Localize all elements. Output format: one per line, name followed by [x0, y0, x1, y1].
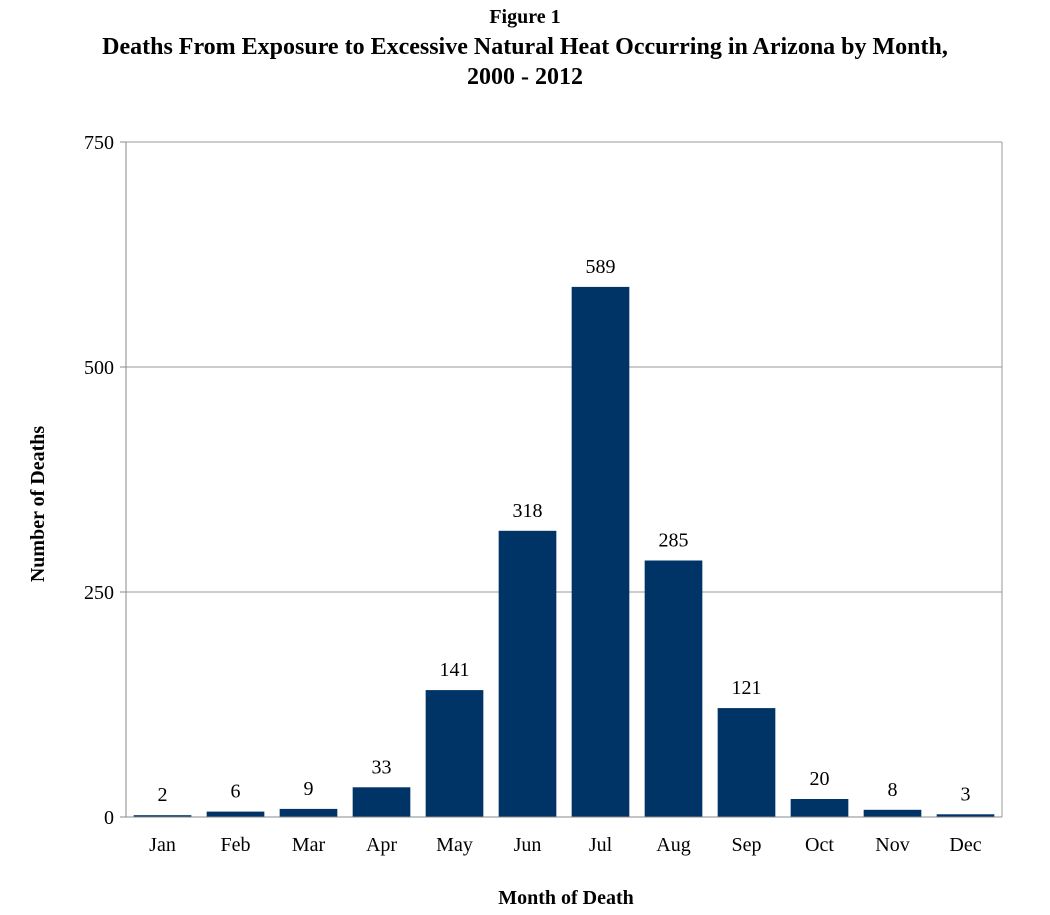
x-tick-label-feb: Feb — [221, 834, 251, 856]
data-label-may: 141 — [440, 659, 470, 681]
bar-mar — [279, 808, 338, 817]
x-tick-label-jul: Jul — [589, 834, 613, 856]
data-label-apr: 33 — [372, 756, 392, 778]
plot-frame — [125, 141, 1003, 818]
data-label-oct: 20 — [810, 768, 830, 790]
x-tick-label-apr: Apr — [366, 834, 397, 856]
chart-title: Deaths From Exposure to Excessive Natura… — [0, 32, 1050, 92]
x-tick-label-nov: Nov — [875, 834, 909, 856]
bar-may — [425, 690, 484, 817]
bar-feb — [206, 811, 265, 817]
x-tick-label-aug: Aug — [656, 834, 690, 856]
bar-dec — [936, 814, 995, 817]
data-label-feb: 6 — [231, 781, 241, 803]
bar-apr — [352, 787, 411, 817]
bar-aug — [644, 560, 703, 817]
bar-sep — [717, 708, 776, 817]
bar-oct — [790, 799, 849, 817]
y-tick-labels: 0 250 500 750 — [84, 132, 114, 829]
data-label-jun: 318 — [513, 500, 543, 522]
figure-label: Figure 1 — [489, 6, 561, 28]
data-label-aug: 285 — [659, 530, 689, 552]
data-labels: 2 6 9 33 141 318 589 285 121 20 8 3 — [158, 256, 971, 806]
bar-jun — [498, 530, 557, 817]
x-axis-label: Month of Death — [498, 887, 634, 909]
gridlines — [120, 141, 1002, 818]
x-tick-label-jun: Jun — [514, 834, 542, 856]
y-tick-label: 500 — [84, 357, 114, 379]
x-tick-label-dec: Dec — [949, 834, 981, 856]
y-tick-label: 750 — [84, 132, 114, 154]
x-tick-labels: Jan Feb Mar Apr May Jun Jul Aug Sep Oct Nov Dec — [149, 834, 982, 856]
bars — [133, 286, 995, 817]
x-tick-label-mar: Mar — [292, 834, 326, 856]
data-label-jul: 589 — [586, 256, 616, 278]
bar-jul — [571, 286, 630, 817]
data-label-jan: 2 — [158, 784, 168, 806]
y-tick-label: 250 — [84, 582, 114, 604]
y-axis-label: Number of Deaths — [27, 426, 49, 583]
x-tick-label-sep: Sep — [732, 834, 762, 856]
x-tick-label-oct: Oct — [805, 834, 834, 856]
bar-nov — [863, 809, 922, 817]
data-label-sep: 121 — [732, 677, 762, 699]
data-label-nov: 8 — [888, 779, 898, 801]
data-label-dec: 3 — [961, 783, 971, 805]
y-tick-label: 0 — [104, 807, 114, 829]
x-tick-label-may: May — [436, 834, 473, 856]
x-tick-label-jan: Jan — [149, 834, 176, 856]
data-label-mar: 9 — [304, 778, 314, 800]
bar-jan — [133, 815, 192, 817]
chart-title-line-2: 2000 - 2012 — [467, 64, 583, 90]
chart-title-line-1: Deaths From Exposure to Excessive Natura… — [102, 34, 948, 60]
